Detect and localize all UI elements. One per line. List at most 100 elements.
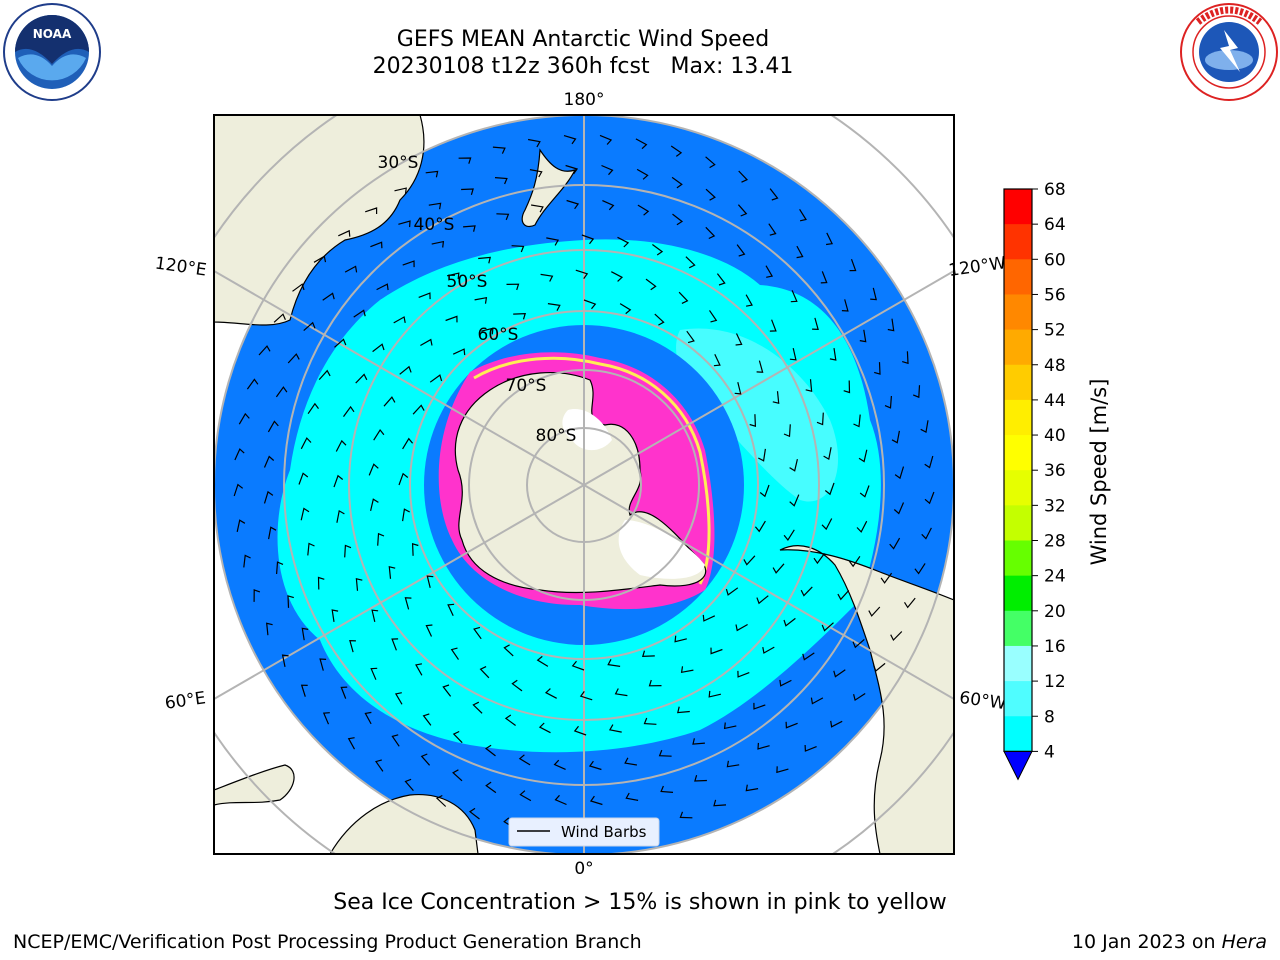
wind-barb (375, 759, 384, 772)
wind-barb (511, 679, 523, 692)
australia (214, 115, 425, 326)
wind-barb (234, 448, 245, 461)
wind-barb (756, 360, 764, 373)
wind-barb (635, 138, 648, 150)
wind-barb (452, 348, 466, 356)
wind-barb (575, 269, 589, 279)
wind-barb (238, 412, 250, 425)
wind-barb (372, 343, 385, 353)
wind-barb (671, 176, 683, 189)
wind-barb (608, 724, 622, 733)
wind-barb (301, 627, 309, 641)
wind-barb (340, 686, 348, 699)
wind-barb (472, 701, 483, 714)
colorbar-segment (1004, 189, 1032, 225)
wind-barb (619, 303, 632, 315)
wind-barb (830, 720, 843, 728)
wind-barb (870, 287, 877, 301)
wind-barb (779, 679, 792, 687)
wind-barb (785, 721, 798, 729)
wind-barb (370, 667, 378, 680)
wind-barb (789, 458, 798, 472)
wind-barb (347, 737, 356, 750)
wind-barb (402, 437, 414, 450)
chart-subtitle: 20230108 t12z 360h fcst Max: 13.41 (372, 54, 794, 79)
wind-barb (452, 730, 463, 744)
wind-barb (429, 374, 443, 383)
wind-barb (468, 807, 480, 820)
wind-barb (263, 455, 275, 468)
wind-barb (481, 327, 494, 335)
wind-barb (503, 644, 514, 657)
wind-barb (422, 713, 432, 726)
wind-barb (824, 482, 835, 496)
wind-barb (776, 766, 789, 774)
colorbar: 68 64 60 56 52 48 44 40 36 32 28 24 20 16 12 8 4 (1003, 180, 1066, 781)
wind-barb (853, 692, 866, 702)
wind-barb (736, 244, 746, 257)
wind-barb (859, 329, 867, 343)
wind-barb (420, 753, 431, 766)
wind-barb (772, 563, 785, 574)
wind-barb (823, 447, 832, 461)
wind-barb (873, 662, 886, 672)
colorbar-tick-label: 28 (1044, 532, 1066, 552)
wind-barb (504, 714, 516, 726)
colorbar-tick-label: 44 (1044, 391, 1066, 411)
wind-barb (412, 404, 425, 415)
wind-barb (398, 220, 411, 228)
wind-barb (783, 529, 795, 542)
wind-barb (344, 544, 352, 558)
wind-barb (705, 156, 716, 169)
wind-barb (303, 321, 316, 332)
wind-barb (492, 146, 506, 154)
wind-barb (322, 292, 335, 301)
wind-barb (783, 424, 791, 438)
wind-barb (705, 188, 716, 201)
svg-text:NOAA: NOAA (33, 27, 72, 41)
footer-date: 10 Jan 2023 on Hera (1072, 931, 1267, 953)
wind-barb (768, 223, 777, 236)
wind-barb (344, 265, 358, 273)
wind-barb (547, 303, 561, 311)
wind-barb (391, 638, 399, 651)
wind-barb (607, 659, 621, 667)
wind-barb (625, 792, 639, 801)
wind-barb (365, 207, 378, 214)
wind-barb (637, 204, 650, 216)
lon-label-60e: 60°E (164, 688, 207, 713)
colorbar-extend-arrow (1003, 750, 1033, 781)
wind-barb (912, 385, 921, 399)
wind-barb (772, 391, 780, 404)
wind-barb (685, 256, 696, 269)
ice-shelf-white (618, 520, 705, 579)
wind-barb (402, 508, 410, 522)
wind-barb (581, 234, 595, 245)
wind-barb (924, 491, 935, 505)
wind-barb (686, 330, 695, 344)
wind-barb (355, 373, 368, 384)
wind-barb (826, 232, 834, 246)
colorbar-tick-label: 20 (1044, 602, 1066, 622)
colorbar-segment (1004, 294, 1032, 331)
wind-barb (583, 299, 597, 310)
wind-barb (853, 414, 861, 428)
wind-barb (450, 647, 459, 660)
wind-barb (677, 706, 690, 714)
wind-barb (335, 439, 347, 452)
wind-barb (887, 318, 895, 332)
wind-barb (394, 692, 403, 705)
wind-barb (336, 509, 345, 523)
wind-barb (287, 595, 294, 608)
wind-barb (716, 273, 726, 286)
wind-barb (425, 170, 439, 178)
wind-barb (756, 595, 769, 605)
wind-barb (511, 245, 525, 253)
colorbar-segment (1004, 399, 1032, 436)
wind-barb (858, 449, 868, 463)
wind-barb (902, 351, 909, 365)
wind-barb (614, 688, 628, 697)
wind-barb (371, 609, 379, 623)
colorbar-tick-label: 60 (1044, 250, 1066, 270)
wind-barb (737, 670, 750, 678)
